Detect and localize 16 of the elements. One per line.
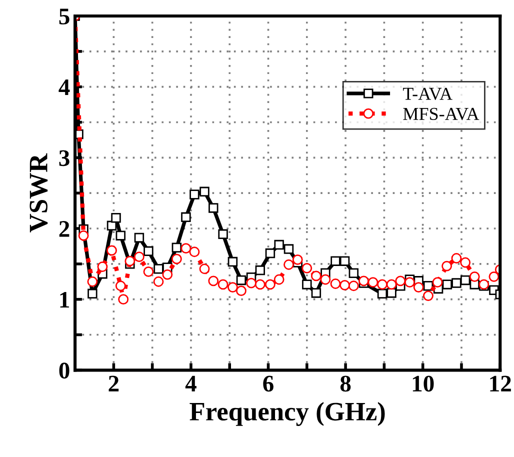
x-tick-label: 2 xyxy=(108,376,119,392)
x-tick-label: 6 xyxy=(263,376,274,392)
x-tick-label: 12 xyxy=(490,376,511,392)
y-tick-label: 0 xyxy=(59,362,70,379)
x-tick-label: 4 xyxy=(185,376,196,392)
y-axis-title: VSWR xyxy=(30,153,48,232)
legend-label: T-AVA xyxy=(403,88,452,100)
y-tick-label: 2 xyxy=(59,221,70,237)
y-tick-label: 5 xyxy=(59,8,70,24)
x-tick-label: 8 xyxy=(340,376,351,392)
x-axis-title: Frequency (GHz) xyxy=(190,402,385,426)
y-tick-label: 1 xyxy=(60,292,69,308)
legend-label: MFS-AVA xyxy=(403,108,480,120)
y-tick-label: 3 xyxy=(59,150,70,166)
x-tick-label: 10 xyxy=(412,376,434,392)
y-tick-label: 4 xyxy=(58,79,70,96)
